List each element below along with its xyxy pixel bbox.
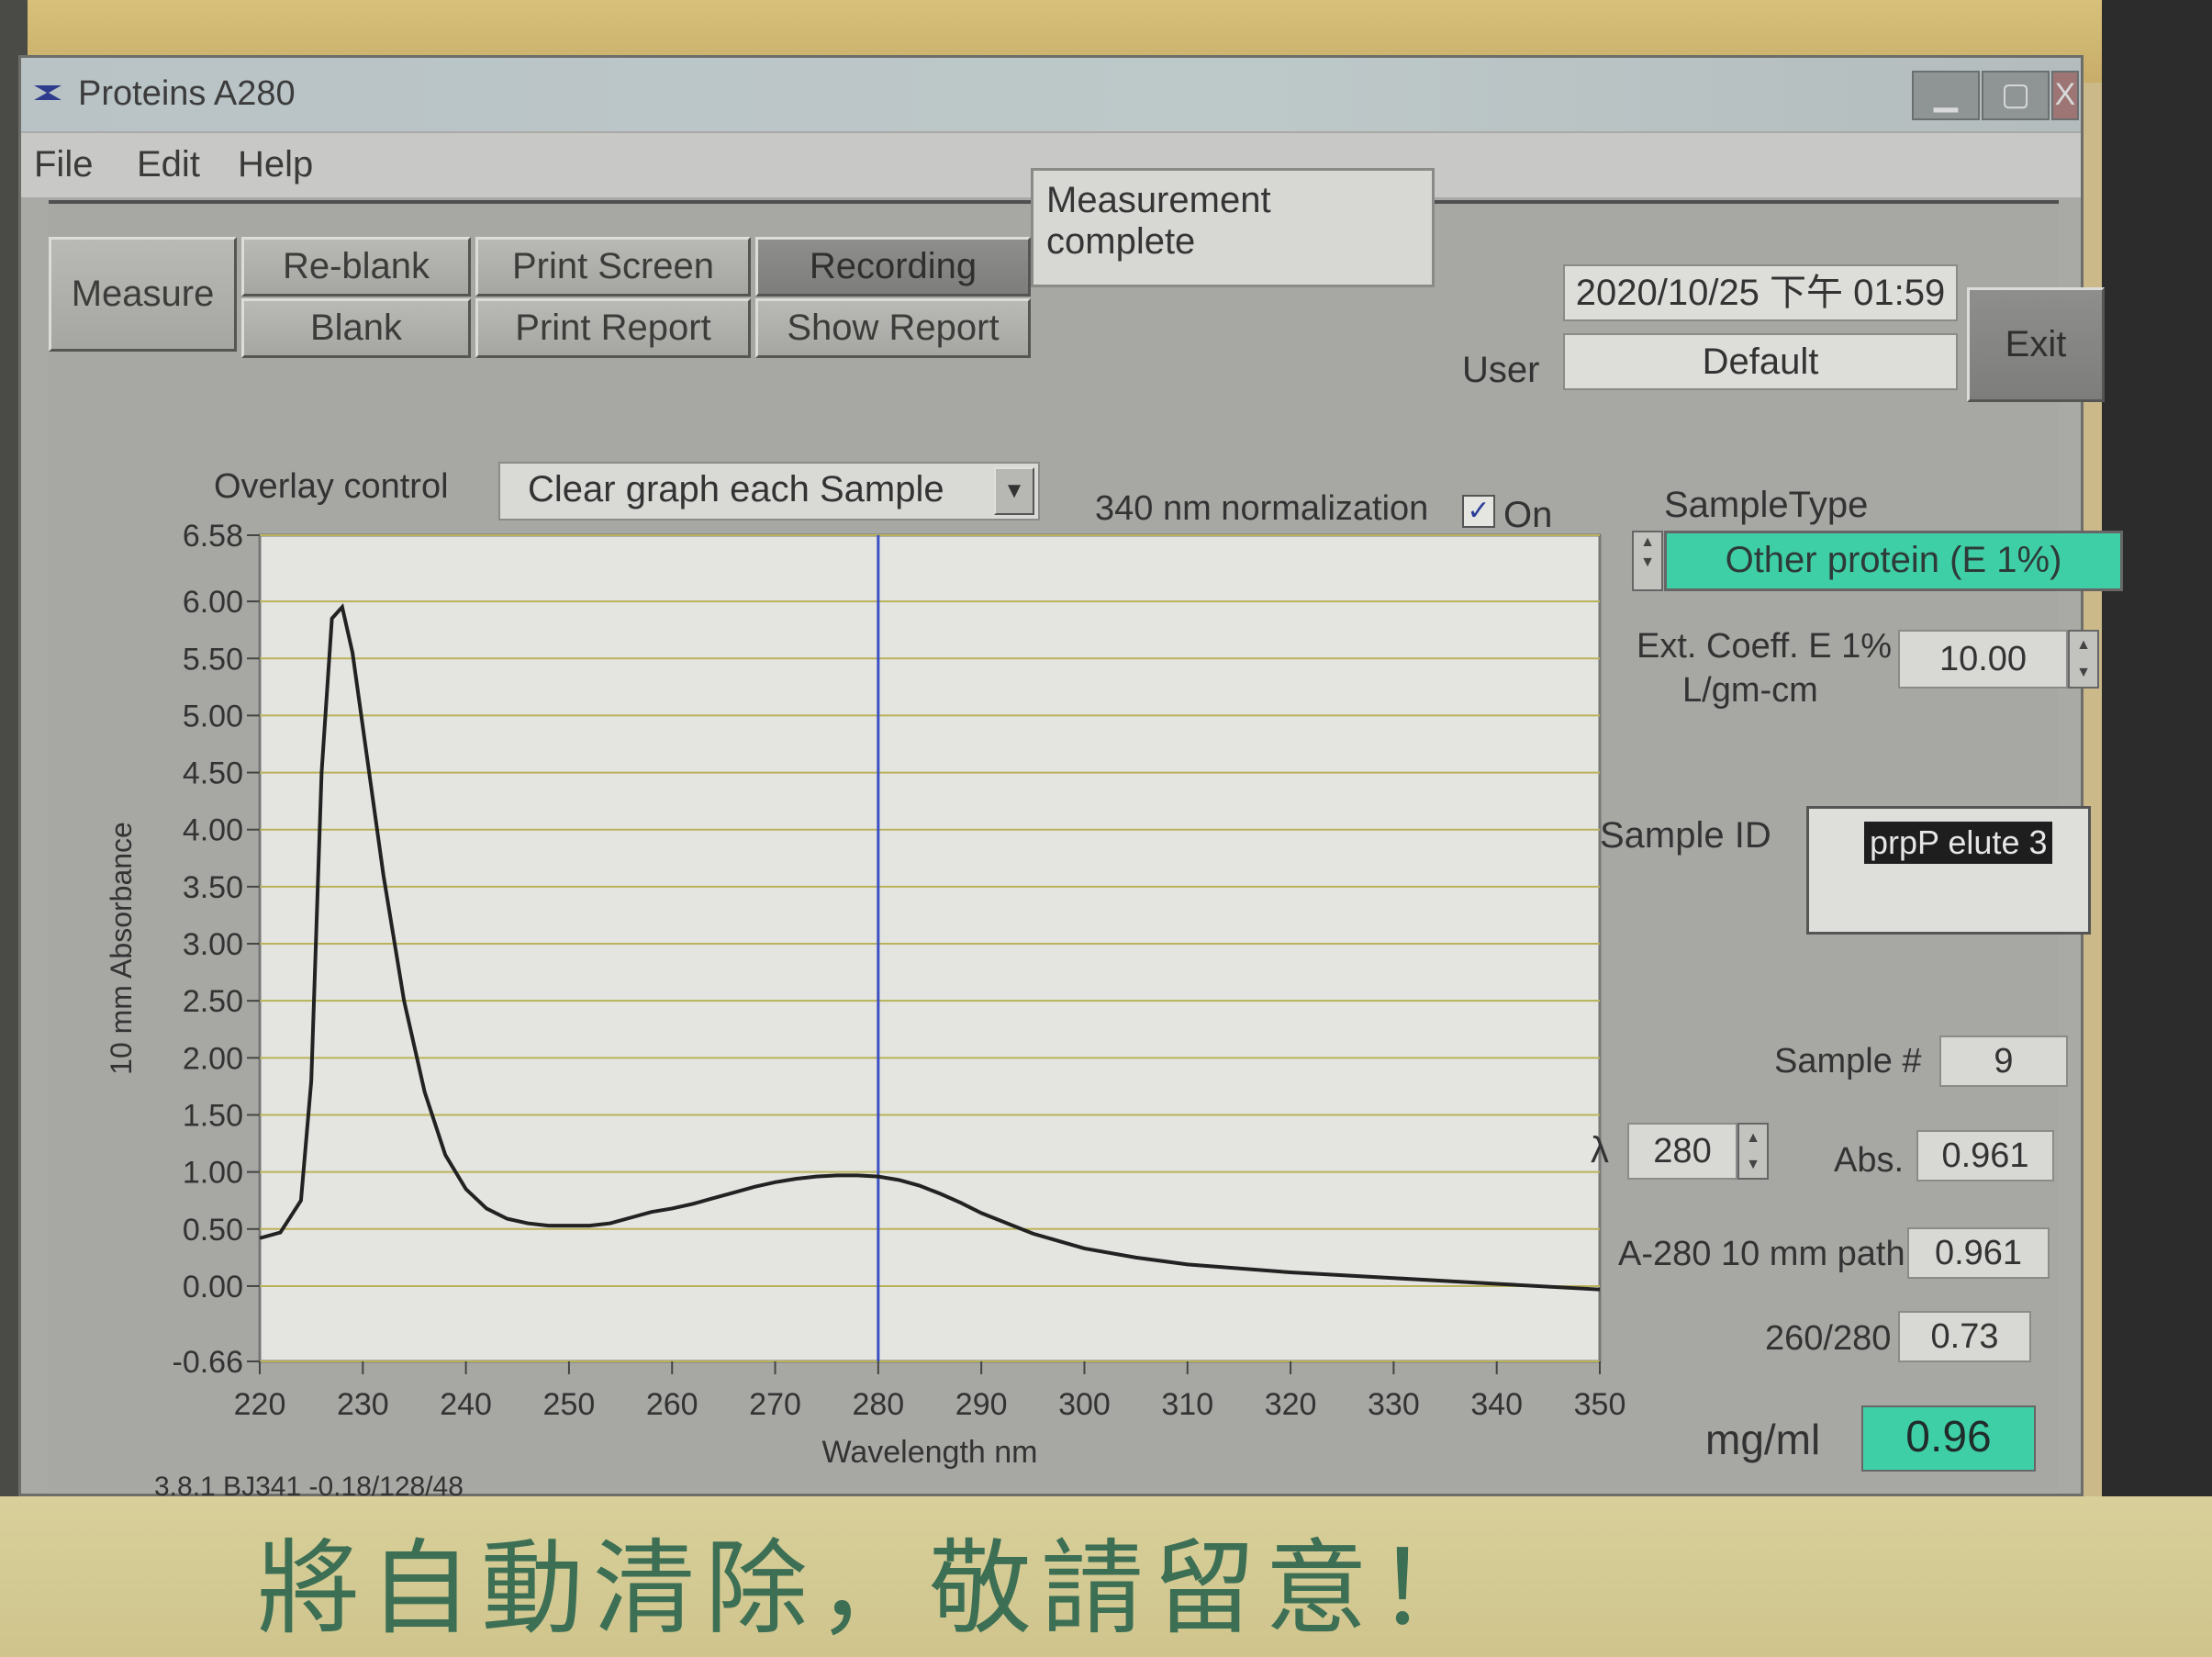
datetime-display: 2020/10/25 下午 01:59 — [1563, 264, 1958, 321]
show-report-button[interactable]: Show Report — [755, 298, 1031, 358]
x-tick-label: 290 — [955, 1387, 1008, 1422]
y-tick-label: 3.00 — [183, 927, 243, 962]
print-screen-button[interactable]: Print Screen — [475, 237, 751, 297]
blank-button[interactable]: Blank — [241, 298, 471, 358]
minimize-button[interactable]: ▁ — [1912, 71, 1980, 120]
y-axis-label: 10 mm Absorbance — [105, 822, 138, 1075]
exit-button[interactable]: Exit — [1967, 287, 2105, 402]
ext-coeff-field[interactable]: 10.00 — [1898, 630, 2068, 689]
y-tick-label: 0.00 — [183, 1270, 243, 1304]
menu-help[interactable]: Help — [238, 144, 314, 185]
user-field[interactable]: Default — [1563, 333, 1958, 390]
maximize-button[interactable]: ▢ — [1982, 71, 2050, 120]
monitor-bezel-right — [2102, 0, 2212, 1657]
y-tick-label: 1.00 — [183, 1156, 243, 1191]
chart-svg: -0.66 0.00 0.50 1.00 1.50 2.00 2.50 3.00 3.50 4.0… — [105, 519, 1626, 1470]
abs-label: Abs. — [1834, 1141, 1905, 1180]
y-tick-label: 2.50 — [183, 984, 243, 1019]
chevron-down-icon[interactable]: ▼ — [994, 467, 1034, 515]
ext-coeff-unit: L/gm-cm — [1682, 671, 1818, 710]
x-tick-label: 250 — [543, 1387, 596, 1422]
sample-type-label: SampleType — [1664, 485, 1869, 525]
title-bar: Proteins A280 ▁ ▢ X — [21, 58, 2081, 131]
version-text: 3.8.1 BJ341 -0.18/128/48 — [154, 1472, 464, 1502]
y-tick-label: 0.50 — [183, 1213, 243, 1248]
window-title: Proteins A280 — [78, 74, 296, 113]
wavelength-spinner[interactable]: ▲ ▼ — [1737, 1123, 1769, 1180]
print-report-button[interactable]: Print Report — [475, 298, 751, 358]
overlay-control-value: Clear graph each Sample — [528, 469, 944, 509]
x-tick-label: 320 — [1265, 1387, 1317, 1422]
x-tick-label: 350 — [1574, 1387, 1626, 1422]
y-tick-label: 4.00 — [183, 813, 243, 848]
sample-type-field[interactable]: Other protein (E 1%) — [1664, 531, 2123, 591]
menu-file[interactable]: File — [34, 144, 94, 185]
menu-edit[interactable]: Edit — [137, 144, 200, 185]
x-tick-label: 340 — [1470, 1387, 1523, 1422]
sample-id-value: prpP elute 3 — [1864, 822, 2053, 864]
absorbance-chart: -0.66 0.00 0.50 1.00 1.50 2.00 2.50 3.00 3.50 4.0… — [95, 517, 1637, 1472]
overlay-control-select[interactable]: Clear graph each Sample ▼ — [498, 462, 1040, 521]
y-tick-label: -0.66 — [173, 1345, 244, 1380]
x-tick-label: 280 — [852, 1387, 904, 1422]
y-tick-label: 6.58 — [183, 519, 243, 554]
y-tick-label: 5.00 — [183, 699, 243, 733]
x-tick-label: 240 — [440, 1387, 492, 1422]
spectrum-series-line — [259, 603, 1601, 1292]
y-tick-label: 3.50 — [183, 870, 243, 905]
a280-label: A-280 10 mm path — [1618, 1235, 1905, 1273]
x-tick-label: 330 — [1368, 1387, 1420, 1422]
y-tick-label: 2.00 — [183, 1041, 243, 1076]
close-button[interactable]: X — [2051, 71, 2079, 120]
plot-area — [258, 533, 1602, 1363]
background-bottom — [0, 1496, 2212, 1657]
ext-coeff-label: Ext. Coeff. E 1% — [1637, 627, 1893, 666]
x-tick-label: 300 — [1058, 1387, 1111, 1422]
user-label: User — [1462, 350, 1540, 390]
mgml-value: 0.96 — [1861, 1405, 2036, 1472]
lambda-symbol: λ — [1591, 1130, 1609, 1170]
x-tick-label: 270 — [749, 1387, 801, 1422]
a280-field: 0.961 — [1907, 1227, 2050, 1279]
notice-text: 將自動清除，敬請留意！ — [257, 1529, 1489, 1649]
recording-button[interactable]: Recording — [755, 237, 1031, 297]
x-tick-label: 260 — [646, 1387, 698, 1422]
sample-id-label: Sample ID — [1600, 815, 1771, 856]
y-tick-label: 5.50 — [183, 642, 243, 677]
x-tick-label: 230 — [337, 1387, 389, 1422]
sample-id-field[interactable]: prpP elute 3 — [1806, 806, 2091, 935]
wavelength-field[interactable]: 280 — [1627, 1123, 1737, 1180]
app-window: Proteins A280 ▁ ▢ X File Edit Help Measu… — [18, 55, 2123, 1502]
normalization-label: 340 nm normalization — [1095, 489, 1429, 528]
overlay-control-label: Overlay control — [214, 467, 449, 506]
sample-number-label: Sample # — [1774, 1042, 1922, 1080]
sample-type-spinner[interactable]: ▲ ▼ — [1632, 531, 1663, 591]
measure-button[interactable]: Measure — [49, 237, 237, 352]
x-tick-label: 220 — [234, 1387, 286, 1422]
y-tick-label: 6.00 — [183, 585, 243, 620]
sample-number-field: 9 — [1939, 1036, 2068, 1087]
y-tick-label: 4.50 — [183, 756, 243, 791]
app-icon — [34, 85, 61, 100]
ratio-label: 260/280 — [1765, 1319, 1892, 1358]
x-tick-label: 310 — [1161, 1387, 1213, 1422]
status-message: Measurement complete — [1031, 168, 1435, 287]
ext-coeff-spinner[interactable]: ▲ ▼ — [2068, 630, 2099, 689]
normalization-checkbox[interactable]: ✓ — [1462, 495, 1495, 528]
normalization-on-label: On — [1503, 495, 1553, 535]
check-icon: ✓ — [1467, 496, 1491, 526]
reblank-button[interactable]: Re-blank — [241, 237, 471, 297]
ratio-field: 0.73 — [1898, 1311, 2031, 1362]
abs-field: 0.961 — [1916, 1130, 2054, 1181]
x-axis-label: Wavelength nm — [822, 1435, 1038, 1470]
mgml-label: mg/ml — [1705, 1416, 1821, 1463]
y-tick-label: 1.50 — [183, 1098, 243, 1133]
